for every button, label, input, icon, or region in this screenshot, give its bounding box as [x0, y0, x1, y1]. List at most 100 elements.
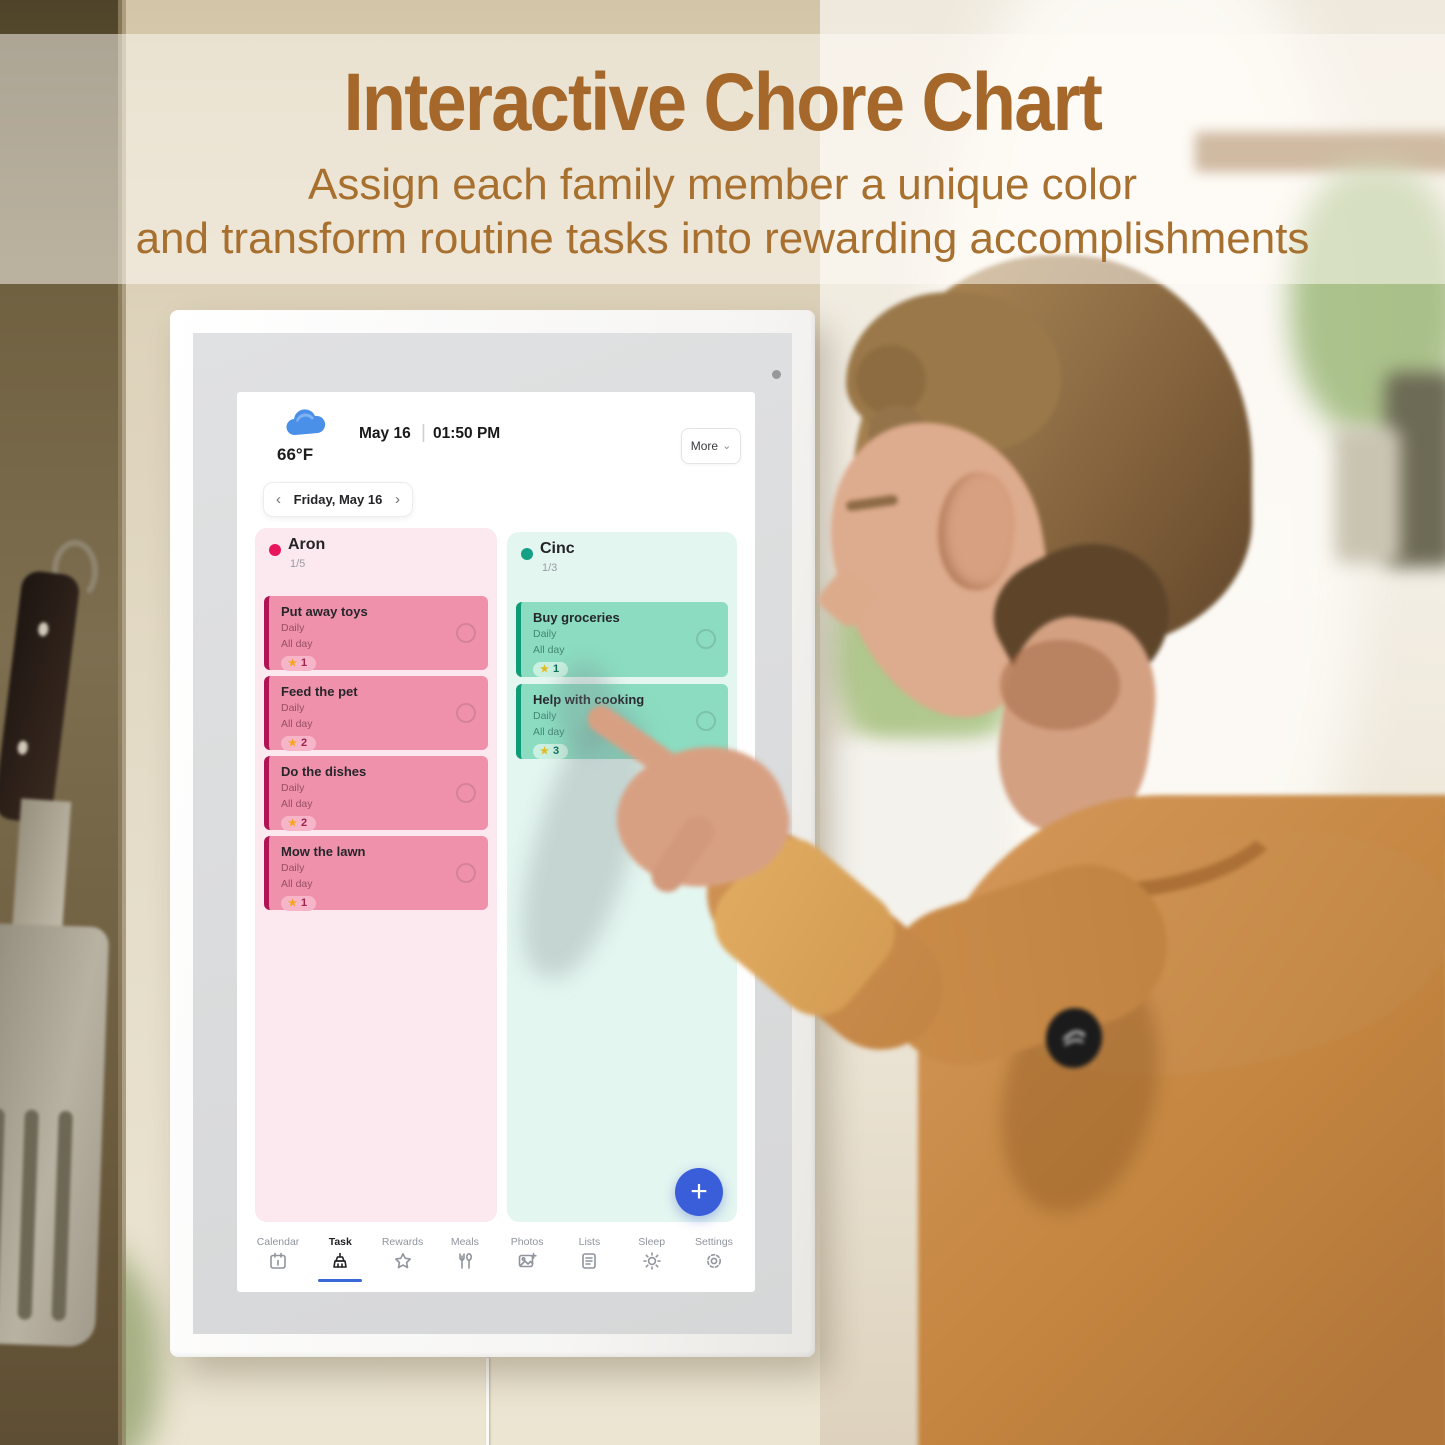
star-count: 2 — [300, 737, 308, 749]
star-icon: ★ — [540, 663, 549, 675]
star-count: 1 — [300, 657, 308, 669]
task-duration: All day — [533, 725, 565, 738]
task-columns: Aron 1/5 Put away toys Daily All day ★ 1 … — [255, 528, 737, 1222]
task-title: Help with cooking — [533, 692, 645, 707]
task-card[interactable]: Feed the pet Daily All day ★ 2 — [264, 676, 488, 751]
star-badge: ★ 2 — [281, 736, 317, 751]
member-name: Aron — [288, 536, 326, 553]
weather-cloud-icon — [286, 409, 326, 436]
task-checkbox[interactable] — [456, 703, 476, 723]
task-title: Put away toys — [281, 604, 368, 619]
next-day-button[interactable]: › — [394, 491, 400, 508]
nav-item-meals[interactable]: Meals — [436, 1234, 494, 1290]
nav-item-photos[interactable]: Photos — [498, 1234, 556, 1290]
task-card[interactable]: Buy groceries Daily All day ★ 1 — [516, 602, 728, 677]
gear-icon — [706, 1254, 721, 1268]
bottom-navigation: Calendar Task Rewards — [237, 1234, 755, 1290]
nav-item-sleep[interactable]: Sleep — [623, 1234, 681, 1290]
star-badge: ★ 2 — [281, 816, 317, 831]
star-count: 1 — [300, 897, 308, 909]
sweater-logo-patch — [1040, 1002, 1108, 1074]
device-screen: 66°F May 16 | 01:50 PM More ⌄ ‹ Friday, … — [193, 333, 792, 1334]
member-color-dot — [521, 548, 533, 560]
star-badge: ★ 1 — [533, 662, 569, 677]
header-date: May 16 — [359, 425, 411, 442]
star-badge: ★ 3 — [533, 744, 569, 759]
more-button[interactable]: More ⌄ — [681, 428, 741, 464]
nav-label: Task — [328, 1236, 352, 1248]
task-title: Do the dishes — [281, 764, 367, 779]
date-navigator[interactable]: ‹ Friday, May 16 › — [263, 482, 413, 517]
cutlery-icon — [459, 1252, 472, 1269]
task-frequency: Daily — [281, 862, 305, 874]
add-task-button[interactable]: + — [675, 1168, 723, 1216]
document-icon — [582, 1253, 597, 1269]
task-duration: All day — [281, 717, 313, 730]
nav-label: Lists — [578, 1236, 601, 1248]
header-divider: | — [421, 422, 426, 443]
star-icon: ★ — [288, 657, 297, 669]
task-card[interactable]: Mow the lawn Daily All day ★ 1 — [264, 836, 488, 911]
smart-display: 66°F May 16 | 01:50 PM More ⌄ ‹ Friday, … — [170, 310, 815, 1357]
prev-day-button[interactable]: ‹ — [276, 491, 281, 508]
task-frequency: Daily — [533, 628, 557, 640]
page-title: Interactive Chore Chart — [343, 57, 1103, 148]
task-duration: All day — [281, 877, 313, 890]
header-time: 01:50 PM — [433, 425, 501, 442]
star-count: 2 — [300, 817, 308, 829]
nav-item-rewards[interactable]: Rewards — [374, 1234, 432, 1290]
nav-item-task[interactable]: Task — [311, 1234, 369, 1290]
star-count: 3 — [552, 745, 560, 757]
more-label: More — [690, 439, 719, 453]
current-day-label: Friday, May 16 — [293, 492, 383, 507]
member-color-dot — [269, 544, 281, 556]
task-title: Mow the lawn — [281, 844, 366, 859]
plus-icon: + — [690, 1175, 708, 1208]
sun-icon — [642, 1252, 661, 1270]
nav-item-calendar[interactable]: Calendar — [249, 1234, 307, 1290]
power-cable — [486, 1358, 489, 1445]
task-title: Buy groceries — [533, 610, 620, 625]
nav-label: Calendar — [256, 1236, 300, 1248]
member-progress: 1/5 — [290, 558, 306, 570]
calendar-icon — [270, 1252, 286, 1269]
headline-backdrop — [0, 34, 1445, 284]
nav-label: Photos — [510, 1236, 544, 1248]
nav-label: Sleep — [638, 1236, 666, 1248]
task-frequency: Daily — [281, 782, 305, 794]
wall-hook — [52, 540, 98, 602]
star-icon: ★ — [288, 817, 297, 829]
nav-item-lists[interactable]: Lists — [560, 1234, 618, 1290]
task-duration: All day — [533, 643, 565, 656]
star-icon — [394, 1253, 411, 1269]
neck-shadow — [1000, 640, 1120, 730]
member-progress: 1/3 — [542, 562, 558, 574]
nav-label: Meals — [450, 1236, 479, 1248]
subtitle-line-2: and transform routine tasks into rewardi… — [135, 214, 1310, 263]
task-checkbox[interactable] — [456, 623, 476, 643]
logo-swirl-icon — [1063, 1030, 1086, 1046]
star-count: 1 — [552, 663, 560, 675]
nav-label: Settings — [694, 1236, 733, 1248]
wall-edge-highlight — [118, 0, 126, 1445]
task-checkbox[interactable] — [456, 863, 476, 883]
task-frequency: Daily — [533, 710, 557, 722]
broom-icon — [333, 1252, 348, 1268]
boy-hair-curl — [856, 345, 926, 415]
member-name: Cinc — [540, 540, 575, 557]
shelf-item-blur — [1335, 428, 1400, 563]
nav-item-settings[interactable]: Settings — [685, 1234, 743, 1290]
star-badge: ★ 1 — [281, 896, 317, 911]
task-frequency: Daily — [281, 702, 305, 714]
task-checkbox[interactable] — [696, 629, 716, 649]
task-card[interactable]: Put away toys Daily All day ★ 1 — [264, 596, 488, 671]
photo-add-icon — [518, 1252, 537, 1268]
task-card[interactable]: Do the dishes Daily All day ★ 2 — [264, 756, 488, 831]
chore-app-screen: 66°F May 16 | 01:50 PM More ⌄ ‹ Friday, … — [237, 392, 755, 1292]
subtitle-line-1: Assign each family member a unique color — [307, 160, 1138, 209]
column-aron: Aron 1/5 Put away toys Daily All day ★ 1 … — [255, 528, 497, 1222]
task-checkbox[interactable] — [696, 711, 716, 731]
task-checkbox[interactable] — [456, 783, 476, 803]
